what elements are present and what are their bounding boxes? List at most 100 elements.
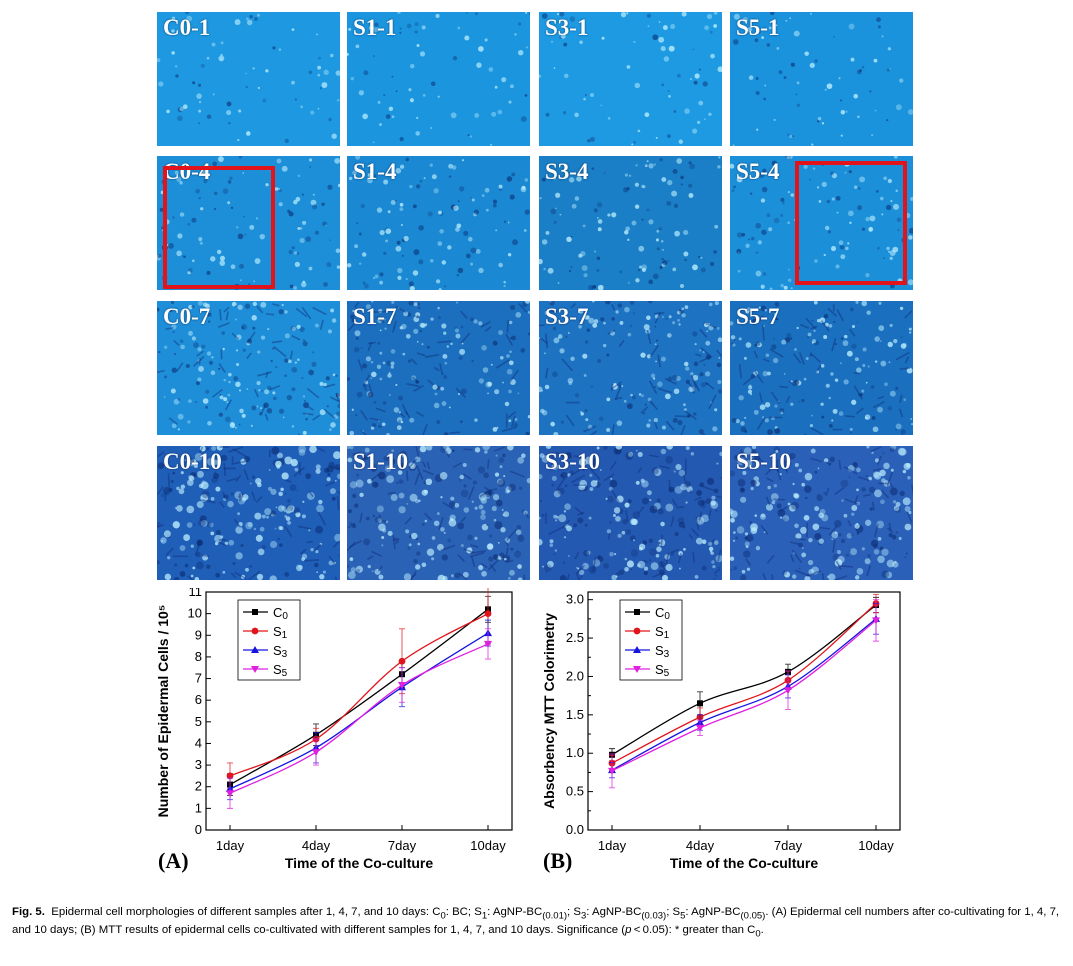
data-point (484, 640, 492, 648)
legend (237, 599, 301, 681)
micrograph-label: S5-7 (736, 304, 780, 329)
y-tick-label: 7 (195, 671, 202, 686)
micrograph-label: S3-7 (545, 304, 589, 329)
legend-marker (251, 646, 259, 653)
y-tick-label: 0 (195, 822, 202, 837)
y-tick-label: 1 (195, 800, 202, 815)
cell-texture (347, 446, 530, 580)
cell-texture (539, 156, 721, 290)
y-axis-label: Absorbency MTT Colorimetry (541, 613, 557, 809)
y-tick-label: 8 (195, 649, 202, 664)
micrograph-label: C0-1 (163, 15, 211, 40)
x-tick-label: 10day (470, 838, 506, 853)
y-tick-label: 3 (195, 757, 202, 772)
y-tick-label: 2.0 (566, 668, 584, 683)
micrograph-label: S3-4 (545, 159, 589, 184)
micrograph-label: S1-10 (353, 449, 408, 474)
y-tick-label: 11 (189, 588, 203, 599)
legend-marker (252, 609, 258, 615)
micrograph-label: S5-10 (736, 449, 791, 474)
x-tick-label: 7day (388, 838, 417, 853)
cell-texture (347, 156, 530, 290)
legend-marker (633, 627, 641, 635)
micrograph-label: S1-1 (353, 15, 397, 40)
cell-texture (539, 301, 722, 435)
micrograph-grid: C0-1 S1-1 S3-1 S5-1 C0-4 S1-4 S3-4 S5-4 C0-7 S1-7… (157, 12, 913, 580)
highlight-box-s5-4 (795, 161, 907, 285)
legend-marker (251, 627, 259, 635)
data-point (312, 749, 320, 757)
y-tick-label: 2 (195, 779, 202, 794)
x-tick-label: 10day (858, 838, 894, 853)
micrograph-s5-4: S5-4 (730, 156, 913, 290)
cell-texture (157, 156, 340, 290)
y-tick-label: 4 (195, 735, 202, 750)
data-point (226, 790, 234, 798)
y-tick-label: 9 (195, 627, 202, 642)
y-tick-label: 1.5 (566, 707, 584, 722)
cell-texture (157, 301, 340, 435)
series-line (611, 619, 877, 772)
legend-label: S5 (655, 662, 670, 679)
data-point (697, 700, 703, 707)
data-point (484, 610, 492, 618)
series-line (611, 618, 877, 771)
micrograph-s1-7: S1-7 (347, 301, 530, 435)
data-point (398, 657, 406, 665)
data-point (398, 682, 406, 690)
plot-frame (205, 591, 513, 831)
cell-texture (539, 12, 722, 146)
micrograph-s3-4: S3-4 (539, 156, 722, 290)
panel-label-a: (A) (158, 848, 189, 873)
data-point (608, 767, 616, 775)
micrograph-label: S1-7 (353, 304, 397, 329)
micrograph-label: S5-4 (736, 159, 780, 184)
series-line (229, 643, 489, 794)
micrograph-s5-10: S5-10 (730, 446, 913, 580)
data-point (784, 687, 792, 695)
legend-label: S1 (655, 624, 670, 641)
legend-label: C0 (655, 605, 670, 622)
y-tick-label: 0.0 (566, 822, 584, 837)
micrograph-s1-4: S1-4 (347, 156, 530, 290)
x-tick-label: 4day (302, 838, 331, 853)
cell-texture (730, 446, 913, 580)
y-tick-label: 5 (195, 714, 202, 729)
y-tick-label: 2.5 (566, 630, 584, 645)
caption-text: Epidermal cell morphologies of different… (12, 906, 1060, 940)
micrograph-label: C0-7 (163, 304, 211, 329)
data-point (696, 724, 704, 732)
series-line (611, 604, 877, 756)
legend (619, 599, 683, 681)
micrograph-s1-10: S1-10 (347, 446, 530, 580)
micrograph-c0-7: C0-7 (157, 301, 340, 435)
series-s5 (226, 628, 492, 809)
y-tick-label: 0.5 (566, 784, 584, 799)
micrograph-s5-7: S5-7 (730, 301, 913, 435)
cell-texture (730, 301, 913, 435)
legend-label: S3 (655, 643, 670, 660)
y-tick-label: 3.0 (566, 592, 584, 607)
x-axis-label: Time of the Co-culture (285, 855, 434, 871)
panel-label-b: (B) (543, 848, 573, 873)
series-line (229, 613, 489, 777)
micrograph-label: C0-10 (163, 449, 222, 474)
legend-marker (634, 609, 640, 615)
legend-label: S3 (273, 643, 288, 660)
caption-label: Fig. 5. (12, 906, 45, 918)
micrograph-s3-1: S3-1 (539, 12, 722, 146)
y-axis-label: Number of Epidermal Cells / 10⁵ (155, 605, 171, 818)
legend-label: C0 (273, 605, 288, 622)
x-axis-label: Time of the Co-culture (670, 855, 819, 871)
micrograph-c0-4: C0-4 (157, 156, 340, 290)
legend-marker (633, 646, 641, 653)
legend-marker (251, 666, 259, 673)
x-tick-label: 7day (774, 838, 803, 853)
y-tick-label: 1.0 (566, 745, 584, 760)
data-point (872, 617, 880, 625)
figure-caption: Fig. 5. Epidermal cell morphologies of d… (12, 905, 1062, 942)
micrograph-label: S3-10 (545, 449, 600, 474)
micrograph-s3-10: S3-10 (539, 446, 722, 580)
micrograph-c0-1: C0-1 (157, 12, 340, 146)
x-tick-label: 4day (686, 838, 715, 853)
